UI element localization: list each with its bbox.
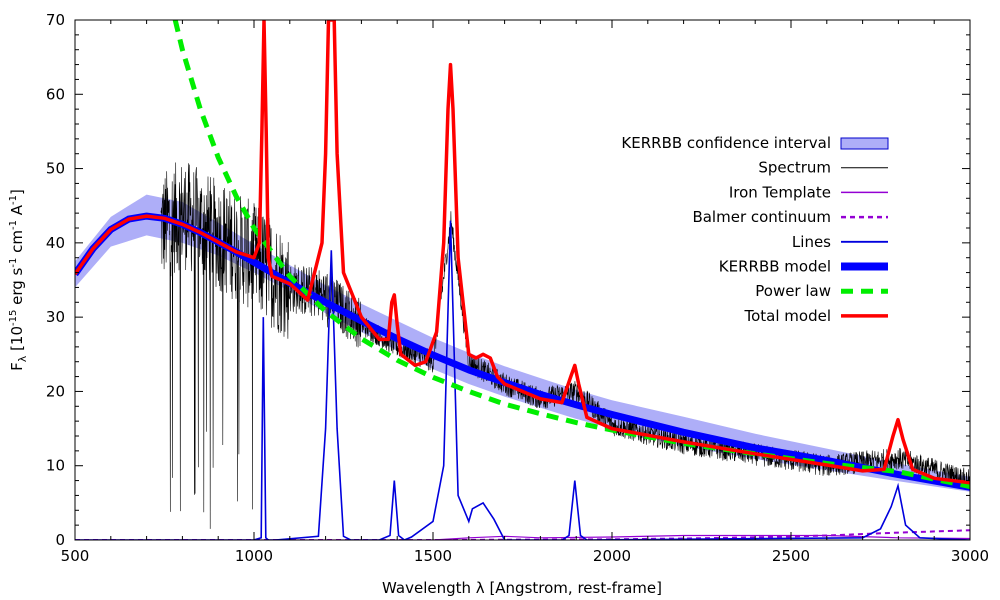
y-tick-label: 20 [46,382,65,400]
y-axis-title-part: [10 [8,326,26,356]
y-axis-title-part: erg s [8,267,26,309]
y-tick-label: 10 [46,457,65,475]
legend-label: Balmer continuum [692,208,831,226]
y-tick-label: 0 [55,531,65,549]
legend-item-iron-template: Iron Template [729,183,888,201]
y-axis-title-part: -1 [8,258,19,268]
axis-ticks [74,19,971,541]
legend: KERRBB confidence interval Spectrum Iron T… [621,134,889,325]
legend-item-kerrbb-confidence-interval: KERRBB confidence interval [621,134,889,152]
legend-item-spectrum: Spectrum [758,159,888,177]
y-axis-title-part: F [8,362,26,371]
x-tick-label: 1500 [414,547,452,565]
legend-swatch [840,137,889,150]
y-axis-title-part: A [8,204,26,220]
series-total-model [75,20,970,485]
legend-label: Power law [755,282,831,300]
x-tick-label: 1000 [235,547,273,565]
x-tick-label: 2000 [593,547,631,565]
y-tick-label: 30 [46,308,65,326]
y-axis-title: Fλ [10-15 erg s-1 cm-1 A-1] [8,189,29,371]
y-axis-title-part: ] [8,189,26,195]
legend-item-total-model: Total model [743,307,888,325]
y-axis-title-part: -1 [8,220,19,230]
legend-label: Total model [743,307,831,325]
series-lines [75,220,970,540]
legend-item-balmer-continuum: Balmer continuum [692,208,888,226]
legend-item-kerrbb-model: KERRBB model [719,258,888,276]
legend-label: Iron Template [729,183,831,201]
x-axis-title: Wavelength λ [Angstrom, rest-frame] [382,579,662,597]
x-tick-label: 2500 [772,547,810,565]
y-tick-label: 50 [46,160,65,178]
x-tick-label: 500 [61,547,90,565]
legend-label: Lines [792,233,831,251]
legend-item-lines: Lines [792,233,888,251]
legend-label: KERRBB model [719,258,831,276]
y-tick-label: 70 [46,11,65,29]
plot-area [75,20,970,540]
plot-frame [74,19,971,541]
legend-label: Spectrum [758,159,831,177]
y-axis-title-part: -15 [8,310,19,326]
y-tick-label: 60 [46,85,65,103]
legend-label: KERRBB confidence interval [621,134,831,152]
y-axis-title-part: cm [8,230,26,258]
x-tick-label: 3000 [951,547,989,565]
y-axis-title-part: -1 [8,195,19,205]
legend-item-power-law: Power law [755,282,888,300]
y-tick-labels: 0 10 20 30 40 50 60 70 [46,11,65,549]
y-tick-label: 40 [46,234,65,252]
x-tick-labels: 500 1000 1500 2000 2500 3000 [61,547,989,565]
y-axis-title-part: λ [16,355,29,362]
